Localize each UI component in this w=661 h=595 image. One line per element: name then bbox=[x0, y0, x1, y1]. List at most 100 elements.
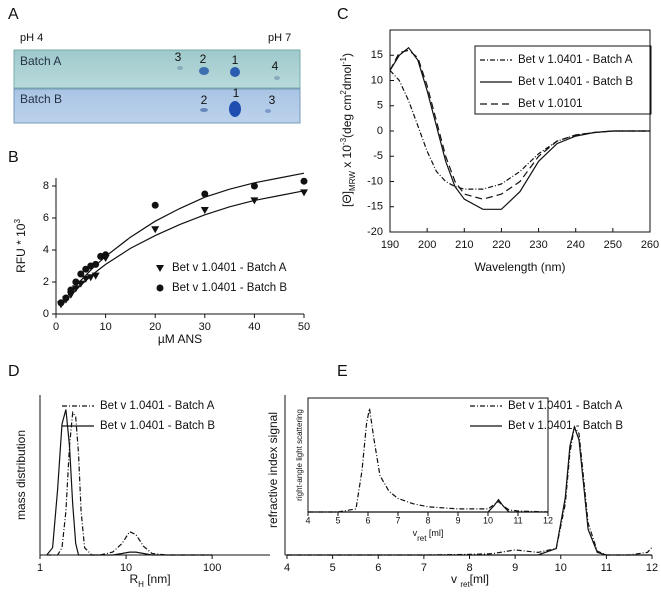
x-tick-label: 200 bbox=[418, 239, 436, 251]
lane-label: Batch A bbox=[20, 54, 61, 68]
panel-label: B bbox=[8, 149, 19, 166]
point bbox=[62, 294, 70, 302]
axis-label-part: H bbox=[138, 580, 144, 589]
spot-label: 1 bbox=[232, 53, 239, 67]
axis-label-part: -3 bbox=[339, 137, 348, 145]
gel-spot bbox=[200, 108, 208, 112]
x-tick-label: 10 bbox=[99, 321, 111, 333]
x-tick-label: 250 bbox=[604, 239, 622, 251]
spot-label: 2 bbox=[201, 93, 208, 107]
gel-lane bbox=[13, 88, 301, 124]
y-tick-label: 4 bbox=[43, 244, 49, 256]
y-tick-label: 5 bbox=[377, 100, 383, 112]
x-tick-label: 6 bbox=[375, 562, 381, 574]
point bbox=[300, 189, 308, 197]
x-tick-label: 9 bbox=[455, 515, 460, 525]
y-tick-label: -20 bbox=[367, 226, 383, 238]
axis-label-part: (deg cm bbox=[340, 95, 354, 138]
legend-label: Bet v 1.0401 - Batch A bbox=[172, 262, 287, 274]
line bbox=[287, 424, 652, 556]
y-tick-label: -15 bbox=[367, 201, 383, 213]
axis-label-part: [ml] bbox=[470, 572, 489, 586]
x-tick-label: 10 bbox=[555, 562, 567, 574]
y-tick-label: 10 bbox=[371, 74, 383, 86]
axis-label-part: RFU * 10 bbox=[14, 223, 28, 273]
x-tick-label: 100 bbox=[203, 562, 221, 574]
point bbox=[250, 182, 258, 190]
axis-label-part: MRW bbox=[348, 171, 357, 191]
point bbox=[71, 285, 80, 293]
axis-label: [Θ]MRW x 10-3(deg cm2dmol-1) bbox=[339, 53, 357, 207]
x-tick-label: 10 bbox=[120, 562, 132, 574]
point bbox=[151, 201, 159, 209]
x-tick-label: 210 bbox=[455, 239, 473, 251]
axis-label-part: ret bbox=[417, 534, 427, 543]
legend-marker bbox=[156, 284, 164, 292]
axis-label-part: x 10 bbox=[340, 145, 354, 171]
ph-label: pH 4 bbox=[20, 32, 43, 44]
x-tick-label: 240 bbox=[567, 239, 585, 251]
x-tick-label: 190 bbox=[381, 239, 399, 251]
x-tick-label: 4 bbox=[305, 515, 310, 525]
gel-spot bbox=[199, 67, 209, 75]
axis-label: µM ANS bbox=[158, 332, 202, 346]
point bbox=[77, 270, 85, 278]
axis-label: Wavelength (nm) bbox=[475, 260, 566, 274]
axis-label-part: [Θ] bbox=[340, 191, 354, 207]
axis-label-part: -1 bbox=[339, 56, 348, 64]
x-tick-label: 1 bbox=[37, 562, 43, 574]
x-tick-label: 260 bbox=[641, 239, 659, 251]
x-tick-label: 11 bbox=[601, 562, 612, 574]
y-tick-label: 8 bbox=[43, 180, 49, 192]
x-tick-label: 9 bbox=[512, 562, 518, 574]
x-tick-label: 8 bbox=[425, 515, 430, 525]
line bbox=[46, 410, 213, 556]
gel-spot bbox=[265, 109, 271, 113]
panel-label: D bbox=[8, 363, 20, 380]
y-tick-label: 6 bbox=[43, 212, 49, 224]
legend-label: Bet v 1.0401 - Batch B bbox=[172, 282, 287, 294]
axis-label-part: 3 bbox=[13, 219, 22, 224]
axis-label: v ret[ml] bbox=[451, 572, 489, 588]
panel-label: E bbox=[337, 363, 348, 380]
x-tick-label: 10 bbox=[483, 515, 493, 525]
x-tick-label: 40 bbox=[248, 321, 260, 333]
axis-label-part: v bbox=[451, 572, 460, 586]
y-tick-label: -10 bbox=[367, 175, 383, 187]
line bbox=[46, 409, 213, 556]
point bbox=[91, 272, 100, 280]
legend-box bbox=[474, 45, 652, 115]
point bbox=[67, 286, 75, 294]
lane-label: Batch B bbox=[20, 92, 62, 106]
point bbox=[250, 197, 259, 205]
y-tick-label: -5 bbox=[373, 150, 383, 162]
ph-label: pH 7 bbox=[268, 32, 291, 44]
x-tick-label: 7 bbox=[395, 515, 400, 525]
axis-label-part: refractive index signal bbox=[266, 412, 280, 528]
x-tick-label: 8 bbox=[466, 562, 472, 574]
y-tick-label: 0 bbox=[377, 125, 383, 137]
x-tick-label: 11 bbox=[513, 515, 522, 525]
legend-label: Bet v 1.0101 bbox=[518, 98, 583, 110]
x-tick-label: 220 bbox=[492, 239, 510, 251]
spot-label: 3 bbox=[175, 50, 182, 64]
gel-spot bbox=[177, 66, 183, 70]
point bbox=[200, 207, 209, 214]
line bbox=[308, 408, 549, 513]
x-tick-label: 50 bbox=[298, 321, 310, 333]
y-tick-label: 15 bbox=[371, 49, 383, 61]
axis-label: RFU * 103 bbox=[13, 219, 29, 273]
x-tick-label: 6 bbox=[365, 515, 370, 525]
panel-label: C bbox=[337, 6, 349, 23]
y-tick-label: 2 bbox=[43, 276, 49, 288]
x-tick-label: 0 bbox=[53, 321, 59, 333]
point bbox=[201, 190, 209, 198]
line bbox=[389, 69, 650, 190]
panel-label: A bbox=[8, 6, 19, 23]
point bbox=[82, 265, 90, 273]
axis-label-part: right-angle light scattering bbox=[295, 409, 304, 501]
axis-label-part: dmol bbox=[340, 64, 354, 90]
point bbox=[86, 274, 95, 282]
x-tick-label: 12 bbox=[543, 515, 553, 525]
